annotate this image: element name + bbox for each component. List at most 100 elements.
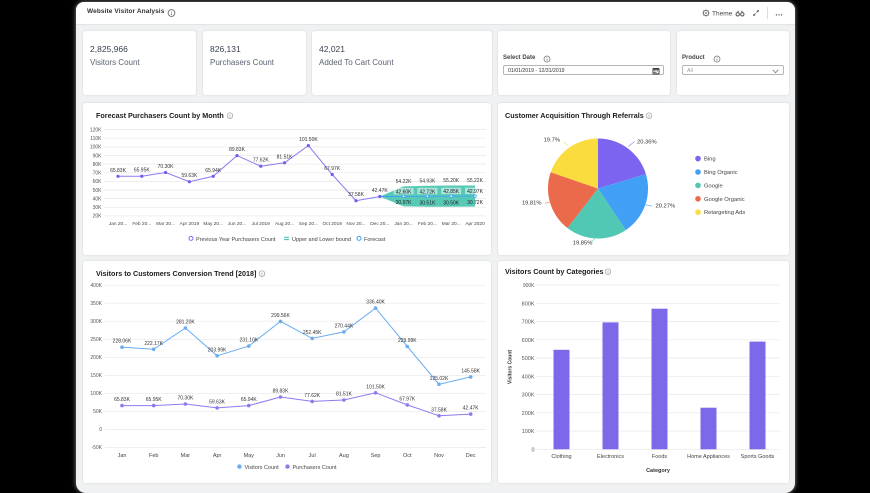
svg-text:250K: 250K	[90, 337, 102, 343]
svg-text:50K: 50K	[93, 188, 103, 194]
svg-text:Upper and Lower bound: Upper and Lower bound	[292, 237, 351, 243]
svg-text:120K: 120K	[90, 127, 102, 133]
svg-text:42.47K: 42.47K	[463, 406, 480, 412]
svg-text:Aug 20...: Aug 20...	[275, 221, 294, 227]
svg-text:Jun: Jun	[276, 453, 285, 459]
svg-text:Jan 20...: Jan 20...	[109, 221, 127, 227]
svg-text:81.51K: 81.51K	[336, 392, 353, 398]
svg-text:59.63K: 59.63K	[209, 399, 226, 405]
svg-text:229.99K: 229.99K	[398, 338, 417, 344]
svg-text:Apr 2019: Apr 2019	[180, 221, 200, 227]
svg-text:Feb 20...: Feb 20...	[132, 221, 151, 227]
svg-text:89.83K: 89.83K	[273, 389, 290, 395]
svg-text:Jul: Jul	[309, 453, 316, 459]
svg-text:67.97K: 67.97K	[399, 396, 416, 402]
svg-text:Google: Google	[704, 183, 723, 189]
svg-text:0: 0	[99, 427, 102, 433]
svg-text:…: …	[775, 9, 783, 18]
svg-text:30.97K: 30.97K	[396, 200, 413, 206]
svg-text:55.22K: 55.22K	[467, 178, 484, 184]
svg-text:Google Organic: Google Organic	[704, 197, 745, 203]
svg-text:90K: 90K	[93, 153, 103, 159]
svg-text:Visitors Count by Categories: Visitors Count by Categories	[505, 267, 604, 276]
svg-text:54.93K: 54.93K	[419, 178, 436, 184]
svg-text:May 20...: May 20...	[203, 221, 223, 227]
svg-text:70K: 70K	[93, 171, 103, 177]
svg-text:252.45K: 252.45K	[303, 330, 322, 336]
svg-text:65.95K: 65.95K	[146, 397, 163, 403]
svg-text:Apr: Apr	[213, 453, 222, 459]
svg-text:20.36%: 20.36%	[637, 140, 657, 146]
svg-text:Visitors Count: Visitors Count	[245, 465, 280, 471]
svg-text:100K: 100K	[522, 429, 535, 435]
svg-text:Electronics: Electronics	[597, 454, 624, 460]
svg-text:65.83K: 65.83K	[110, 168, 127, 174]
svg-text:65.94K: 65.94K	[205, 168, 222, 174]
svg-text:222.17K: 222.17K	[144, 341, 163, 347]
svg-text:80K: 80K	[93, 162, 103, 168]
svg-text:Visitors to Customers Conversi: Visitors to Customers Conversion Trend […	[96, 269, 256, 278]
svg-text:400K: 400K	[522, 374, 535, 380]
svg-text:Sep 20...: Sep 20...	[299, 221, 318, 227]
svg-text:Bing: Bing	[704, 157, 716, 163]
svg-text:77.62K: 77.62K	[253, 158, 270, 164]
svg-text:Nov 20...: Nov 20...	[346, 221, 365, 227]
svg-text:Jan 20...: Jan 20...	[394, 221, 412, 227]
svg-text:37.58K: 37.58K	[348, 192, 365, 198]
svg-text:Theme: Theme	[712, 11, 733, 18]
svg-text:101.50K: 101.50K	[366, 384, 385, 390]
svg-text:900K: 900K	[523, 283, 535, 289]
svg-text:300K: 300K	[90, 319, 102, 325]
svg-text:19.7%: 19.7%	[544, 138, 560, 144]
svg-text:30.50K: 30.50K	[443, 200, 460, 206]
svg-text:40K: 40K	[93, 196, 103, 202]
svg-text:228.06K: 228.06K	[113, 339, 132, 345]
svg-text:200K: 200K	[522, 411, 535, 417]
svg-text:20.27%: 20.27%	[656, 204, 676, 210]
svg-text:350K: 350K	[90, 301, 102, 307]
svg-text:Oct 2019: Oct 2019	[322, 221, 342, 227]
svg-text:-50K: -50K	[91, 445, 102, 451]
svg-text:Bing Organic: Bing Organic	[704, 170, 738, 176]
svg-text:Dec 20...: Dec 20...	[370, 221, 389, 227]
svg-text:500K: 500K	[522, 356, 535, 362]
svg-text:Purchasers Count: Purchasers Count	[293, 465, 337, 471]
svg-text:Visitors Count: Visitors Count	[508, 350, 514, 384]
svg-text:400K: 400K	[90, 283, 102, 289]
svg-text:145.58K: 145.58K	[461, 368, 480, 374]
svg-text:125.02K: 125.02K	[430, 376, 449, 382]
svg-text:May: May	[244, 453, 255, 459]
svg-text:110K: 110K	[90, 136, 102, 142]
svg-text:60K: 60K	[93, 179, 103, 185]
svg-text:70.30K: 70.30K	[177, 396, 194, 402]
svg-text:Jul 2019: Jul 2019	[252, 221, 270, 227]
svg-text:67.97K: 67.97K	[324, 166, 341, 172]
svg-text:Customer Acquisition Through R: Customer Acquisition Through Referrals	[505, 111, 644, 120]
svg-text:42.72K: 42.72K	[419, 189, 436, 195]
svg-text:Mar: Mar	[181, 453, 191, 459]
svg-text:65.83K: 65.83K	[114, 397, 131, 403]
svg-text:19.81%: 19.81%	[522, 201, 542, 207]
svg-text:Category: Category	[646, 468, 671, 474]
svg-text:Nov: Nov	[434, 453, 444, 459]
svg-text:100K: 100K	[90, 145, 102, 151]
svg-text:37.58K: 37.58K	[431, 407, 448, 413]
svg-text:Sports Goods: Sports Goods	[741, 454, 775, 460]
svg-text:101.50K: 101.50K	[299, 137, 318, 143]
svg-text:70.30K: 70.30K	[158, 164, 175, 170]
svg-text:Forecast Purchasers Count by M: Forecast Purchasers Count by Month	[96, 111, 224, 120]
svg-text:42.47K: 42.47K	[372, 188, 389, 194]
svg-text:Home Appliances: Home Appliances	[687, 454, 730, 460]
svg-text:336.40K: 336.40K	[366, 300, 385, 306]
svg-text:200K: 200K	[90, 355, 102, 361]
svg-text:100K: 100K	[90, 391, 102, 397]
svg-text:Oct: Oct	[403, 453, 412, 459]
svg-text:Clothing: Clothing	[551, 454, 571, 460]
svg-text:59.63K: 59.63K	[181, 173, 198, 179]
svg-text:700K: 700K	[522, 320, 535, 326]
svg-text:300K: 300K	[522, 393, 535, 399]
svg-text:Jun 20...: Jun 20...	[228, 221, 246, 227]
svg-text:30.51K: 30.51K	[419, 200, 436, 206]
svg-text:270.44K: 270.44K	[335, 323, 354, 329]
svg-text:81.51K: 81.51K	[277, 154, 294, 160]
